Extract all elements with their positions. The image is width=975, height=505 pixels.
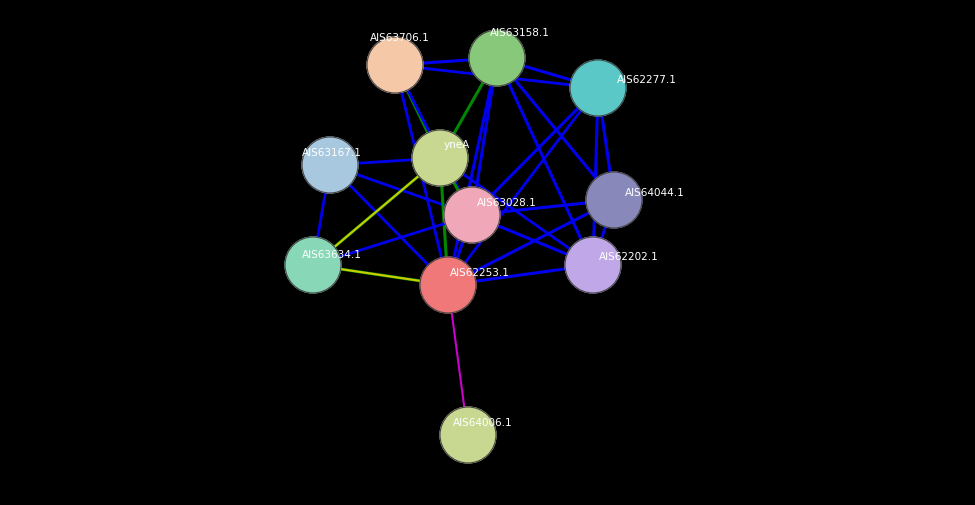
Circle shape (420, 257, 476, 313)
Text: AIS64044.1: AIS64044.1 (625, 188, 684, 198)
Circle shape (285, 237, 341, 293)
Text: AIS63028.1: AIS63028.1 (477, 198, 537, 208)
Text: AIS63706.1: AIS63706.1 (370, 33, 430, 43)
Text: AIS63158.1: AIS63158.1 (490, 28, 550, 38)
Text: AIS62202.1: AIS62202.1 (599, 252, 659, 262)
Circle shape (586, 172, 642, 228)
Circle shape (302, 137, 358, 193)
Circle shape (412, 130, 468, 186)
Text: AIS63167.1: AIS63167.1 (302, 148, 362, 158)
Circle shape (440, 407, 496, 463)
Text: yneA: yneA (444, 140, 470, 150)
Circle shape (444, 187, 500, 243)
Circle shape (570, 60, 626, 116)
Text: AIS64006.1: AIS64006.1 (453, 418, 513, 428)
Text: AIS63634.1: AIS63634.1 (302, 250, 362, 260)
Circle shape (469, 30, 525, 86)
Text: AIS62277.1: AIS62277.1 (617, 75, 677, 85)
Circle shape (367, 37, 423, 93)
Circle shape (565, 237, 621, 293)
Text: AIS62253.1: AIS62253.1 (450, 268, 510, 278)
